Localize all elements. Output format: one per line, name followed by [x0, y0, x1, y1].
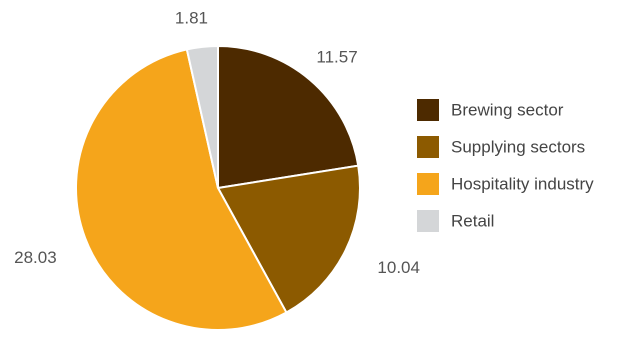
pie-slice-brewing-sector	[217, 44, 360, 190]
value-label-brewing-sector: 11.57	[316, 48, 357, 67]
pie-slice-retail	[185, 44, 219, 189]
legend-label-hospitality-industry: Hospitality industry	[451, 174, 594, 193]
value-label-hospitality-industry: 28.03	[14, 248, 57, 267]
legend-item-hospitality-industry: Hospitality industry	[417, 173, 594, 195]
legend-label-brewing-sector: Brewing sector	[451, 100, 564, 119]
legend-item-supplying-sectors: Supplying sectors	[417, 136, 585, 158]
legend-swatch-retail	[417, 210, 439, 232]
value-label-supplying-sectors: 10.04	[377, 258, 420, 277]
legend-label-retail: Retail	[451, 211, 494, 230]
legend-label-supplying-sectors: Supplying sectors	[451, 137, 585, 156]
legend-item-brewing-sector: Brewing sector	[417, 99, 564, 121]
legend-item-retail: Retail	[417, 210, 494, 232]
value-labels-layer: 11.57 10.04 28.03 1.81	[14, 9, 420, 278]
legend-swatch-hospitality-industry	[417, 173, 439, 195]
value-label-retail: 1.81	[175, 9, 208, 28]
legend: Brewing sector Supplying sectors Hospitali…	[417, 99, 594, 232]
pie-slice-supplying-sectors	[216, 164, 361, 314]
legend-swatch-supplying-sectors	[417, 136, 439, 158]
slices-layer	[75, 44, 361, 331]
legend-swatch-brewing-sector	[417, 99, 439, 121]
pie-slice-hospitality-industry	[75, 48, 288, 331]
